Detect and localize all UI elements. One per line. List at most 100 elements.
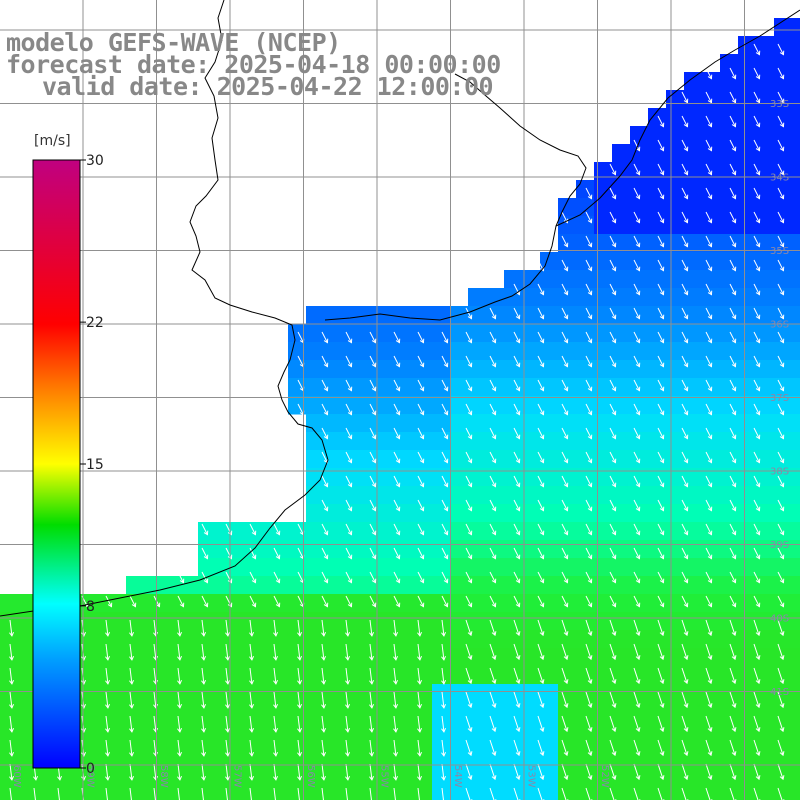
wind-arrow: [513, 475, 521, 488]
wind-cell: [684, 306, 703, 325]
wind-arrow: [561, 307, 569, 320]
wind-cell: [612, 270, 631, 289]
wind-cell: [342, 504, 361, 523]
wind-cell: [594, 468, 613, 487]
wind-cell: [522, 576, 541, 595]
wind-arrow: [681, 667, 689, 685]
wind-cell: [324, 414, 343, 433]
wind-arrow: [585, 763, 593, 781]
wind-arrow: [777, 115, 785, 128]
wind-arrow: [153, 667, 159, 685]
wind-cell: [306, 396, 325, 415]
wind-cell: [792, 774, 800, 793]
wind-cell: [612, 594, 631, 613]
wind-arrow: [417, 595, 425, 608]
wind-cell: [378, 540, 397, 559]
wind-arrow: [321, 619, 327, 637]
wind-cell: [486, 504, 505, 523]
wind-cell: [324, 396, 343, 415]
wind-cell: [558, 270, 577, 289]
wind-cell: [90, 648, 109, 667]
wind-cell: [288, 612, 307, 631]
wind-cell: [684, 666, 703, 685]
wind-cell: [252, 702, 271, 721]
wind-cell: [756, 288, 775, 307]
colorbar-tick-label: 15: [86, 457, 104, 473]
wind-cell: [522, 432, 541, 451]
wind-cell: [324, 774, 343, 793]
wind-cell: [684, 144, 703, 163]
wind-arrow: [777, 307, 785, 320]
wind-arrow: [585, 643, 593, 661]
wind-cell: [432, 378, 451, 397]
wind-cell: [378, 630, 397, 649]
wind-cell: [324, 666, 343, 685]
wind-cell: [234, 720, 253, 739]
wind-arrow: [345, 379, 353, 392]
wind-arrow: [345, 571, 353, 584]
wind-arrow: [513, 499, 521, 512]
wind-cell: [612, 324, 631, 343]
wind-arrow: [777, 619, 785, 637]
wind-arrow: [777, 691, 785, 709]
wind-arrow: [681, 91, 689, 104]
wind-arrow: [633, 427, 641, 440]
wind-cell: [234, 648, 253, 667]
colorbar-unit: [m/s]: [34, 133, 71, 149]
wind-arrow: [777, 139, 785, 152]
wind-arrow: [393, 691, 399, 709]
wind-cell: [792, 54, 800, 73]
wind-cell: [108, 684, 127, 703]
wind-cell: [540, 270, 559, 289]
wind-cell: [666, 558, 685, 577]
wind-arrow: [441, 643, 447, 661]
wind-cell: [468, 360, 487, 379]
wind-cell: [342, 342, 361, 361]
wind-cell: [576, 468, 595, 487]
wind-cell: [396, 612, 415, 631]
wind-cell: [792, 306, 800, 325]
wind-arrow: [561, 379, 569, 392]
wind-arrow: [537, 379, 545, 392]
wind-arrow: [633, 283, 641, 296]
wind-arrow: [609, 667, 617, 685]
wind-cell: [738, 252, 757, 271]
wind-cell: [414, 738, 433, 757]
wind-arrow: [705, 283, 713, 296]
wind-arrow: [489, 595, 497, 608]
wind-cell: [594, 360, 613, 379]
wind-cell: [342, 684, 361, 703]
wind-cell: [774, 612, 793, 631]
wind-cell: [504, 792, 523, 800]
wind-cell: [684, 234, 703, 253]
wind-cell: [756, 144, 775, 163]
wind-cell: [558, 396, 577, 415]
wind-cell: [792, 252, 800, 271]
lon-label: 53W: [526, 765, 537, 788]
model-title: modelo GEFS-WAVE (NCEP): [6, 28, 341, 57]
wind-cell: [648, 648, 667, 667]
wind-cell: [594, 558, 613, 577]
wind-arrow: [585, 427, 593, 440]
wind-arrow: [681, 163, 689, 176]
wind-cell: [306, 648, 325, 667]
wind-arrow: [513, 739, 521, 757]
wind-cell: [666, 342, 685, 361]
wind-cell: [396, 774, 415, 793]
wind-arrow: [729, 403, 737, 416]
wind-arrow: [753, 787, 761, 800]
wind-arrow: [585, 523, 593, 536]
wind-cell: [684, 630, 703, 649]
wind-cell: [396, 576, 415, 595]
wind-arrow: [345, 547, 353, 560]
wind-arrow: [9, 619, 15, 637]
wind-cell: [0, 594, 19, 613]
wind-arrow: [393, 739, 399, 757]
wind-arrow: [225, 787, 228, 800]
wind-cell: [684, 684, 703, 703]
wind-cell: [180, 576, 199, 595]
wind-cell: [342, 360, 361, 379]
wind-cell: [648, 342, 667, 361]
wind-cell: [558, 468, 577, 487]
wind-cell: [378, 432, 397, 451]
